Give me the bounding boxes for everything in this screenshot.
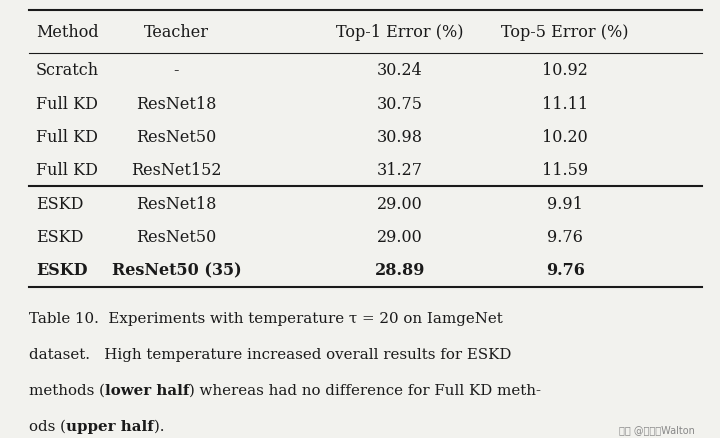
Text: -: -	[174, 62, 179, 79]
Text: ResNet50: ResNet50	[136, 229, 217, 245]
Text: methods (: methods (	[29, 383, 105, 397]
Text: Teacher: Teacher	[144, 24, 209, 41]
Text: 30.24: 30.24	[377, 62, 423, 79]
Text: 28.89: 28.89	[374, 262, 425, 279]
Text: Method: Method	[36, 24, 99, 41]
Text: 30.75: 30.75	[377, 95, 423, 112]
Text: Top-5 Error (%): Top-5 Error (%)	[501, 24, 629, 41]
Text: 9.91: 9.91	[547, 195, 583, 212]
Text: ) whereas had no difference for Full KD meth-: ) whereas had no difference for Full KD …	[189, 383, 541, 397]
Text: ResNet18: ResNet18	[136, 195, 217, 212]
Text: ods (: ods (	[29, 419, 66, 433]
Text: ResNet50 (35): ResNet50 (35)	[112, 262, 241, 279]
Text: ESKD: ESKD	[36, 195, 84, 212]
Text: 9.76: 9.76	[546, 262, 585, 279]
Text: lower half: lower half	[105, 383, 189, 397]
Text: 29.00: 29.00	[377, 229, 423, 245]
Text: 10.20: 10.20	[542, 129, 588, 145]
Text: Full KD: Full KD	[36, 95, 98, 112]
Text: ESKD: ESKD	[36, 229, 84, 245]
Text: 10.92: 10.92	[542, 62, 588, 79]
Text: 9.76: 9.76	[547, 229, 583, 245]
Text: Top-1 Error (%): Top-1 Error (%)	[336, 24, 464, 41]
Text: ResNet50: ResNet50	[136, 129, 217, 145]
Text: ).: ).	[153, 419, 164, 433]
Text: ESKD: ESKD	[36, 262, 88, 279]
Text: upper half: upper half	[66, 419, 153, 433]
Text: Scratch: Scratch	[36, 62, 99, 79]
Text: ResNet18: ResNet18	[136, 95, 217, 112]
Text: 31.27: 31.27	[377, 162, 423, 179]
Text: Full KD: Full KD	[36, 129, 98, 145]
Text: 30.98: 30.98	[377, 129, 423, 145]
Text: 知乎 @傅新年Walton: 知乎 @傅新年Walton	[619, 424, 695, 434]
Text: 11.59: 11.59	[542, 162, 588, 179]
Text: dataset.   High temperature increased overall results for ESKD: dataset. High temperature increased over…	[29, 347, 511, 361]
Text: 29.00: 29.00	[377, 195, 423, 212]
Text: Table 10.  Experiments with temperature τ = 20 on IamgeNet: Table 10. Experiments with temperature τ…	[29, 311, 503, 325]
Text: Full KD: Full KD	[36, 162, 98, 179]
Text: ResNet152: ResNet152	[131, 162, 222, 179]
Text: 11.11: 11.11	[542, 95, 588, 112]
